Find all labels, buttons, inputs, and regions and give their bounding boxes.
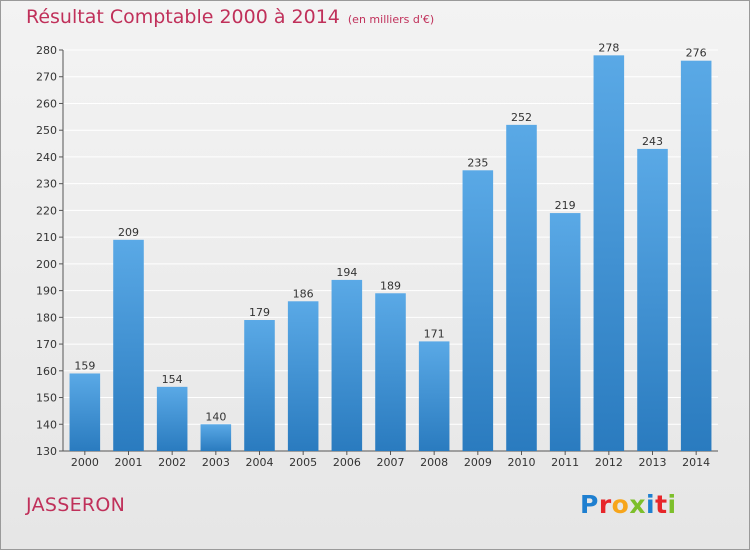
y-tick-label: 130 [36,445,57,458]
logo-letter: t [655,490,668,519]
y-tick-label: 140 [36,418,57,431]
bar [244,320,275,451]
y-tick-label: 260 [36,97,57,110]
bars [69,55,712,452]
bar [637,148,668,451]
chart-title: Résultat Comptable 2000 à 2014 (en millie… [26,6,434,28]
logo-letter: P [580,490,599,519]
data-label: 186 [293,287,314,300]
x-tick-label: 2002 [158,456,186,469]
data-label: 179 [249,306,270,319]
logo-letter: i [646,490,656,519]
x-tick-label: 2009 [464,456,492,469]
proxiti-logo: Proxiti [580,490,677,519]
commune-name: JASSERON [26,494,126,516]
bar [375,293,406,451]
x-tick-label: 2013 [639,456,667,469]
data-label: 194 [336,266,357,279]
y-tick-label: 160 [36,365,57,378]
bar [69,373,101,451]
x-tick-label: 2014 [682,456,710,469]
data-label: 154 [162,373,183,386]
data-label: 278 [598,41,619,54]
x-tick-label: 2004 [246,456,274,469]
y-tick-label: 250 [36,124,57,137]
y-tick-label: 200 [36,258,57,271]
data-label: 159 [74,359,95,372]
logo-letter: i [667,490,677,519]
x-tick-label: 2006 [333,456,361,469]
data-labels: 159 209 154 140 179 186 194 189 171 235 252 219 278 2… [74,41,706,423]
data-label: 209 [118,226,139,239]
x-tick-label: 2003 [202,456,230,469]
logo-letter: x [629,490,646,519]
data-label: 243 [642,135,663,148]
logo-letter: o [611,490,630,519]
x-tick-label: 2011 [551,456,579,469]
y-tick-label: 280 [36,44,57,57]
data-label: 140 [205,410,226,423]
x-tick-label: 2007 [377,456,405,469]
bar [506,124,537,451]
y-tick-label: 270 [36,71,57,84]
bar [418,341,450,451]
bar [287,301,319,451]
bar [113,239,144,451]
bar [593,55,625,451]
y-tick-label: 190 [36,285,57,298]
y-tick-label: 240 [36,151,57,164]
chart-title-text: Résultat Comptable 2000 à 2014 [26,6,340,28]
data-label: 219 [555,199,576,212]
y-tick-label: 230 [36,178,57,191]
x-tick-label: 2010 [508,456,536,469]
y-tick-label: 210 [36,231,57,244]
bar [200,424,232,451]
data-label: 252 [511,111,532,124]
logo-letter: r [598,490,612,519]
data-label: 235 [467,156,488,169]
y-tick-label: 180 [36,311,57,324]
bar [331,279,363,451]
unit-note: (en milliers d'€) [347,13,435,26]
data-label: 171 [424,327,445,340]
x-tick-label: 2000 [71,456,99,469]
x-tick-label: 2001 [115,456,143,469]
y-tick-label: 150 [36,392,57,405]
bar [462,170,494,452]
y-tick-label: 170 [36,338,57,351]
data-label: 189 [380,279,401,292]
x-tick-label: 2012 [595,456,623,469]
bar [156,386,188,451]
bar [549,213,581,451]
bar [680,60,712,452]
x-tick-label: 2005 [289,456,317,469]
y-tick-label: 220 [36,204,57,217]
x-tick-label: 2008 [420,456,448,469]
data-label: 276 [686,47,707,60]
